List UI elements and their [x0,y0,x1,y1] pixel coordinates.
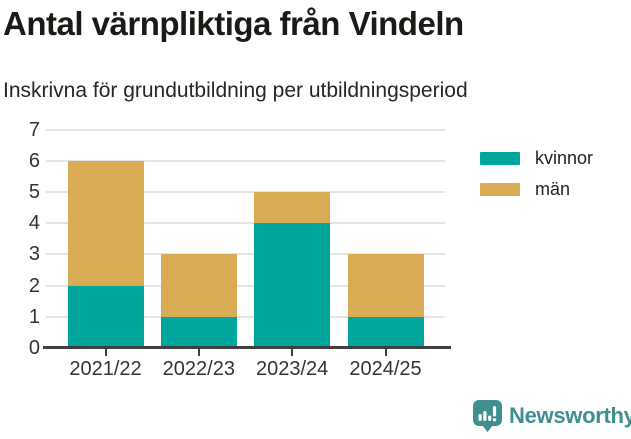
legend-item-kvinnor: kvinnor [480,149,593,167]
legend-label: män [535,179,571,199]
y-tick-label: 2 [28,274,40,297]
y-tick-label: 1 [28,305,40,328]
bar-segment-män [160,254,237,317]
newsworthy-logo-icon [473,400,502,432]
legend-item-män: män [480,180,593,198]
bar-segment-kvinnor [67,285,144,348]
chart-title: Antal värnpliktiga från Vindeln [3,5,464,42]
y-tick-label: 7 [28,118,40,141]
bar-segment-män [67,160,144,286]
bar-segment-kvinnor [254,223,331,348]
legend-label: kvinnor [535,148,594,168]
y-tick-label: 0 [28,337,40,359]
chart-legend: kvinnor män [480,149,593,198]
brand-footer: Newsworthy [473,400,631,432]
bar-segment-män [347,254,424,317]
x-axis-line [43,346,451,349]
x-tick-label: 2021/22 [69,358,142,380]
y-tick-label: 6 [28,149,40,172]
bar-segment-kvinnor [160,316,237,348]
y-tick-label: 4 [28,212,40,235]
x-tick-label: 2024/25 [349,358,422,380]
bar-segment-män [254,192,331,224]
y-tick-label: 5 [28,181,40,203]
y-tick-label: 3 [28,243,40,266]
legend-swatch [480,151,520,165]
brand-name: Newsworthy [509,403,631,428]
x-tick-label: 2023/24 [256,358,329,380]
legend-swatch [480,182,520,196]
bar-segment-kvinnor [347,316,424,348]
x-tick-label: 2022/23 [162,358,235,380]
chart-subtitle: Inskrivna för grundutbildning per utbild… [3,79,468,102]
